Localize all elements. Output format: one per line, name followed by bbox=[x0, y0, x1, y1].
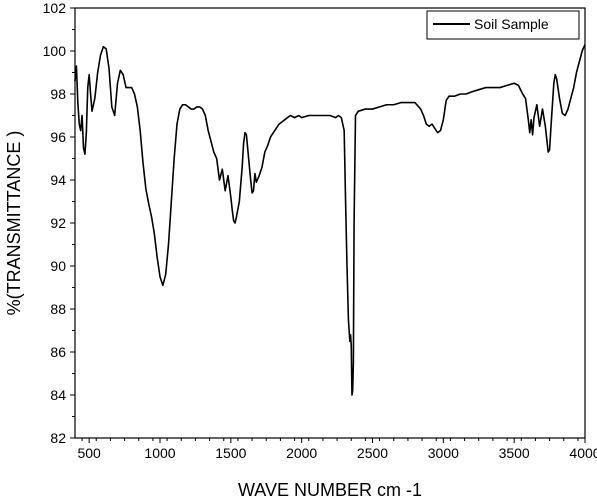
x-tick-label: 1500 bbox=[215, 445, 246, 461]
y-tick-label: 100 bbox=[43, 43, 67, 59]
x-tick-label: 2000 bbox=[286, 445, 317, 461]
y-tick-label: 96 bbox=[50, 129, 66, 145]
x-tick-label: 500 bbox=[77, 445, 101, 461]
axis-ticks: 500 1000 1500 2000 2500 3000 3500 4000 82 84 86 88 9… bbox=[43, 0, 597, 461]
y-tick-label: 94 bbox=[50, 172, 66, 188]
x-tick-label: 3500 bbox=[499, 445, 530, 461]
y-tick-label: 82 bbox=[50, 430, 66, 446]
plot-frame bbox=[74, 7, 586, 439]
y-axis-title: %(TRANSMITTANCE ) bbox=[4, 131, 24, 316]
plot-background bbox=[75, 8, 585, 438]
y-tick-label: 98 bbox=[50, 86, 66, 102]
x-tick-label: 3000 bbox=[428, 445, 459, 461]
series-layer bbox=[74, 44, 586, 396]
y-tick-label: 90 bbox=[50, 258, 66, 274]
legend-label-soil-sample: Soil Sample bbox=[474, 16, 549, 32]
y-tick-label: 92 bbox=[50, 215, 66, 231]
y-tick-label: 88 bbox=[50, 301, 66, 317]
series-line-soil-sample bbox=[74, 44, 586, 396]
y-tick-label: 102 bbox=[43, 0, 67, 16]
legend: Soil Sample bbox=[426, 10, 580, 40]
y-tick-label: 86 bbox=[50, 344, 66, 360]
x-tick-label: 2500 bbox=[357, 445, 388, 461]
y-tick-label: 84 bbox=[50, 387, 66, 403]
x-axis-title: WAVE NUMBER cm -1 bbox=[238, 480, 422, 500]
x-tick-label: 1000 bbox=[144, 445, 175, 461]
x-tick-label: 4000 bbox=[569, 445, 597, 461]
